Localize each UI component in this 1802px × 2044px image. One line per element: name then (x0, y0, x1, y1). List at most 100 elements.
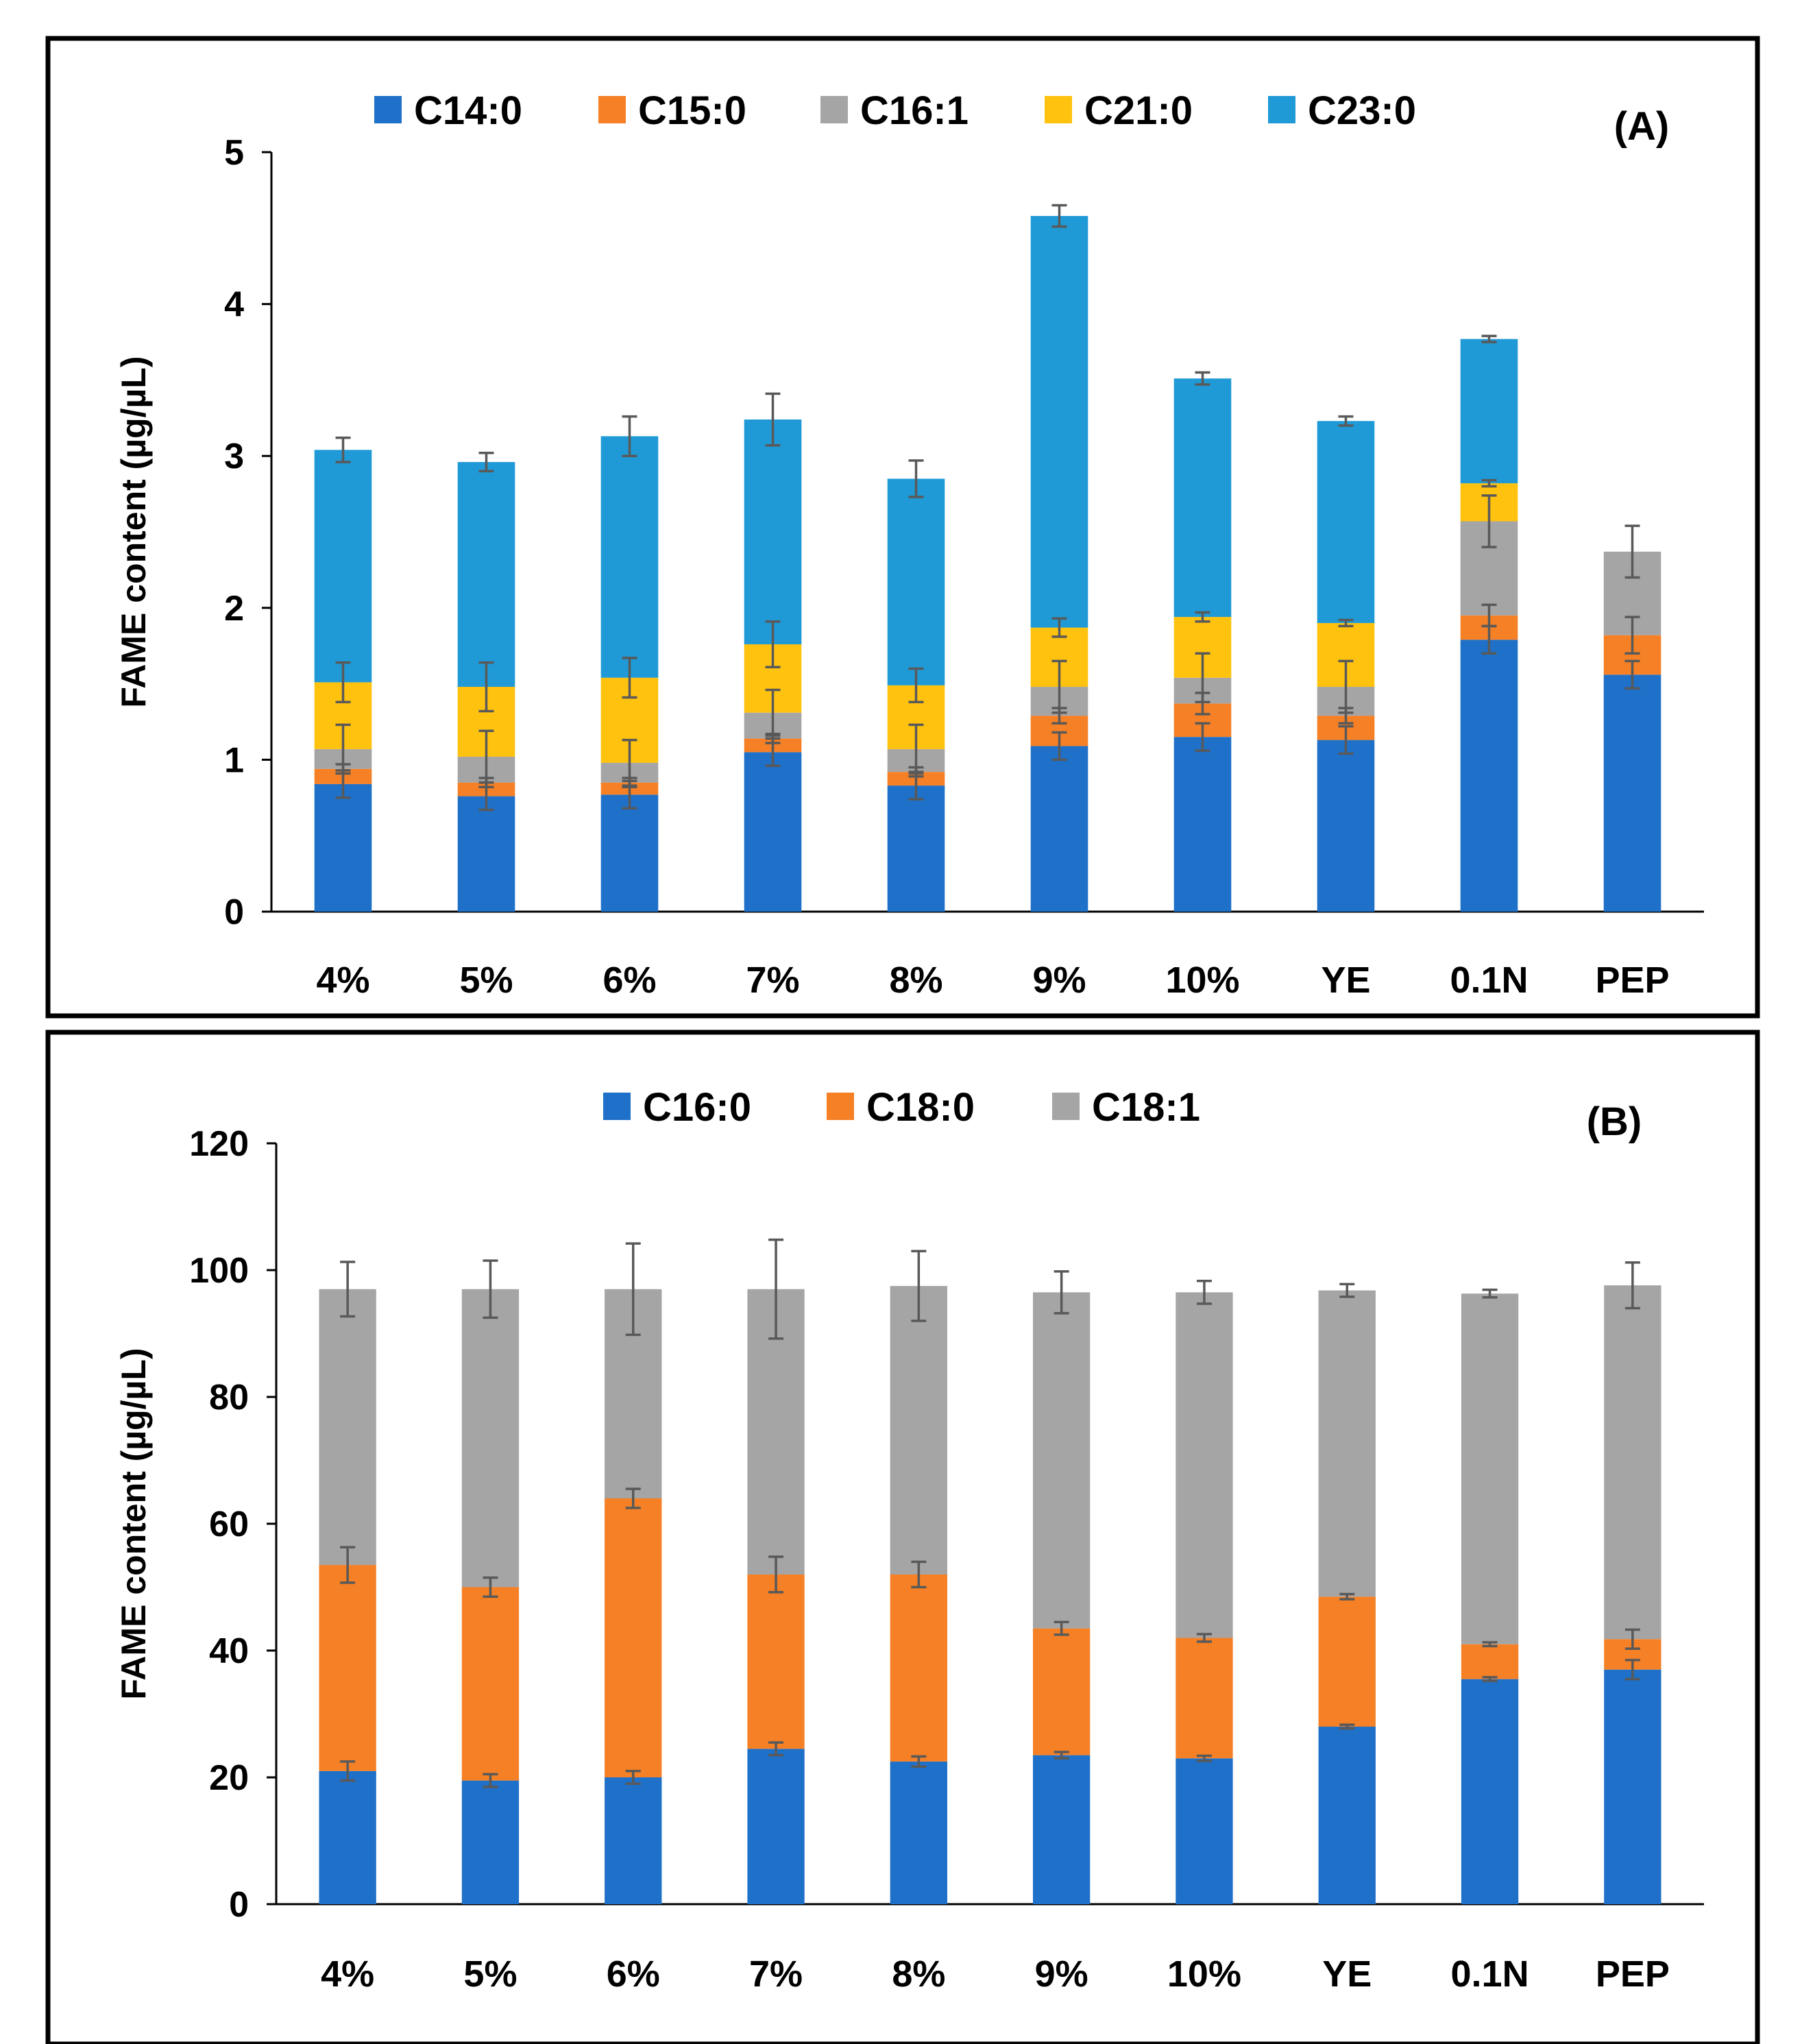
panel-a-category-label: 0.1N (1450, 960, 1528, 1001)
panel-b-bar-segment (1032, 1755, 1091, 1904)
panel-a-legend-swatch (598, 96, 626, 123)
panel-b-bar-segment (890, 1286, 948, 1574)
panel-a-bar-segment (314, 783, 372, 912)
panel-a-legend-label: C21:0 (1084, 88, 1193, 133)
panel-b-bar-segment (1461, 1293, 1519, 1644)
panel-b-bar-segment (605, 1777, 662, 1904)
panel-b-bar-segment (1461, 1644, 1519, 1679)
panel-a-category-label: 6% (602, 960, 656, 1001)
panel-a-category-label: 5% (459, 960, 513, 1001)
panel-b-bar-segment (747, 1749, 805, 1904)
panel-b-y-tick-label: 80 (209, 1378, 249, 1418)
panel-a-label: (A) (1614, 104, 1670, 149)
panel-a-legend-swatch (1045, 96, 1072, 123)
panel-b-bar-segment (1318, 1596, 1376, 1727)
panel-a-category-label: 7% (746, 960, 799, 1001)
panel-a-y-tick-label: 4 (224, 285, 244, 325)
panel-a-bar-segment (1173, 378, 1232, 618)
panel-a-bar-segment (1460, 339, 1518, 484)
panel-b-bar-segment (1604, 1285, 1661, 1640)
panel-a-bar-segment (457, 796, 515, 912)
panel-b-bar-segment (461, 1289, 520, 1587)
panel-b-bar-segment (1318, 1290, 1376, 1597)
panel-a-bar-segment (1317, 740, 1375, 912)
panel-b-y-axis-title: FAME content (µg/µL) (114, 1348, 153, 1699)
panel-a-bar-segment (1460, 640, 1518, 912)
panel-a-legend-swatch (1268, 96, 1295, 123)
panel-a-bar-segment (887, 478, 945, 685)
panel-b-legend-swatch (603, 1093, 631, 1120)
panel-b-bar-segment (461, 1587, 520, 1781)
panel-b-bar-segment (1176, 1758, 1233, 1904)
panel-b-chart: 0 20 40 60 80 100 120 FAME content (µg/µL) (B) C1… (114, 1085, 1704, 1995)
panel-b-bar-segment (1032, 1628, 1091, 1755)
panel-a-y-tick-label: 1 (224, 740, 244, 780)
panel-a-bar-segment (600, 794, 659, 912)
panel-b-bar-segment (890, 1761, 948, 1904)
panel-a-legend-label: C15:0 (638, 88, 746, 133)
panel-b-category-label: 5% (463, 1954, 517, 1995)
panel-a-bar-segment (744, 752, 802, 912)
panel-a-bar-segment (1173, 737, 1232, 912)
panel-a-bar-segment (600, 436, 659, 678)
panel-a-bar-segment (1317, 421, 1375, 623)
panel-b-bar-segment (1176, 1292, 1233, 1638)
panel-b-category-label: 10% (1167, 1954, 1241, 1995)
panel-a-category-label: PEP (1595, 960, 1669, 1001)
panel-a-y-tick-label: 2 (224, 589, 244, 629)
panel-a-frame (45, 36, 1760, 1019)
panel-b-legend-swatch (1052, 1093, 1080, 1120)
panel-a-y-tick-label: 5 (224, 133, 244, 173)
panel-a-bar-segment (744, 419, 802, 644)
panel-b-bar-segment (1032, 1292, 1091, 1629)
panel-b-category-label: YE (1322, 1954, 1372, 1995)
panel-b-bar-segment (319, 1289, 376, 1566)
panel-b-legend-label: C18:1 (1092, 1085, 1200, 1130)
panel-b-label: (B) (1587, 1099, 1642, 1144)
panel-b-bar-segment (605, 1498, 662, 1777)
panel-b-y-tick-label: 120 (189, 1124, 249, 1164)
panel-b-bar-segment (461, 1780, 520, 1904)
panel-a-chart: 0 1 2 3 4 5 FAME content (µg/µL) (A) C14:0 C15:0 C… (114, 88, 1704, 1001)
panel-a-category-label: 10% (1165, 960, 1239, 1001)
panel-a-bar-segment (887, 786, 945, 912)
panel-b-bar-segment (1461, 1679, 1519, 1904)
panel-b-legend-swatch (827, 1093, 854, 1120)
panel-b-y-tick-label: 0 (229, 1885, 249, 1925)
panel-a-legend-swatch (820, 96, 848, 123)
panel-a-bar-segment (1603, 674, 1661, 912)
panel-b-y-tick-label: 100 (189, 1251, 249, 1291)
panel-a-y-tick-label: 0 (224, 892, 244, 932)
panel-a-bar-segment (314, 450, 372, 683)
panel-b-y-tick-label: 60 (209, 1505, 249, 1544)
panel-b-legend-label: C18:0 (866, 1085, 975, 1130)
panel-b-bar-segment (890, 1574, 948, 1762)
panel-b-y-tick-label: 40 (209, 1631, 249, 1671)
panel-b-category-label: 7% (749, 1954, 803, 1995)
panel-b-category-label: 8% (892, 1954, 945, 1995)
panel-a-legend-swatch (374, 96, 402, 123)
panel-a-bar-segment (1030, 746, 1088, 912)
panel-a-category-label: 8% (889, 960, 942, 1001)
panel-b-category-label: PEP (1596, 1954, 1670, 1995)
panel-b-bar-segment (747, 1574, 805, 1749)
panel-a-legend-label: C16:1 (860, 88, 969, 133)
panel-b-bar-segment (319, 1565, 376, 1771)
panel-a-bar-segment (1030, 216, 1088, 628)
panel-b-y-tick-label: 20 (209, 1758, 249, 1798)
panel-b-bar-segment (1318, 1727, 1376, 1904)
panel-b-category-label: 6% (607, 1954, 660, 1995)
panel-b-bar-segment (1176, 1638, 1233, 1759)
panel-b-category-label: 9% (1035, 1954, 1088, 1995)
panel-b-frame (45, 1030, 1760, 2044)
panel-a-legend-label: C23:0 (1308, 88, 1416, 133)
panel-a-category-label: 4% (316, 960, 369, 1001)
panel-b-bar-segment (1604, 1669, 1661, 1904)
panel-b-bar-segment (319, 1771, 376, 1904)
panel-a-legend-label: C14:0 (414, 88, 522, 133)
panel-a-y-axis-title: FAME content (µg/µL) (114, 356, 153, 707)
panel-b-category-label: 4% (321, 1954, 374, 1995)
panel-a-category-label: YE (1321, 960, 1370, 1001)
panel-b-category-label: 0.1N (1451, 1954, 1529, 1995)
